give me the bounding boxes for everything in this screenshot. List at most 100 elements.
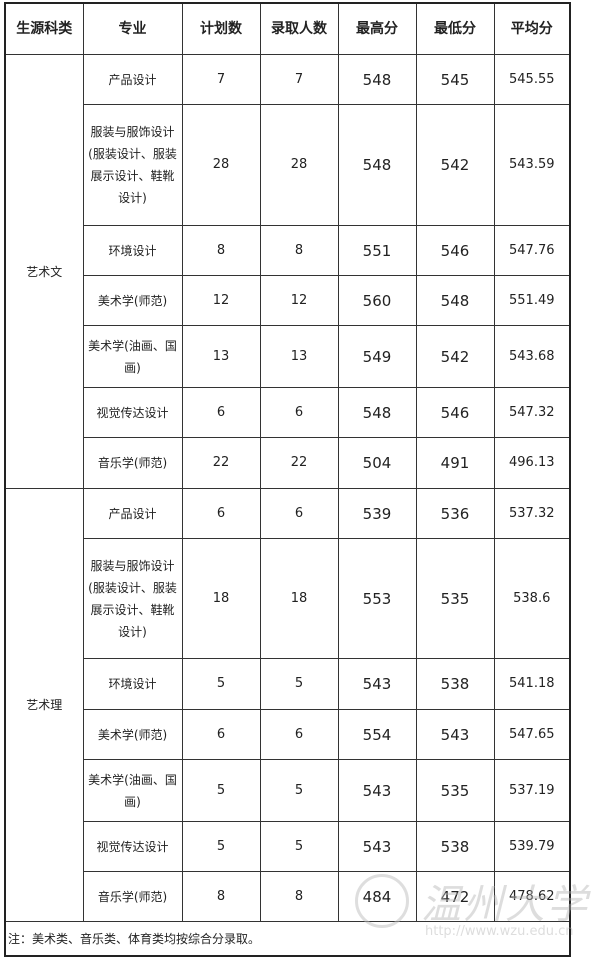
max-score-cell: 543: [337, 658, 417, 710]
min-score-cell: 472: [415, 871, 495, 922]
max-score-cell: 504: [337, 437, 417, 489]
footnote: 注：美术类、音乐类、体育类均按综合分录取。: [4, 921, 571, 957]
admission-table-container: 生源科类 专业 计划数 录取人数 最高分 最低分 平均分 艺术文 产品设计 7 7 548 545 54…: [4, 2, 571, 957]
plan-count-cell: 6: [181, 488, 261, 539]
max-score-cell: 553: [337, 538, 417, 659]
min-score-cell: 542: [415, 325, 495, 388]
min-score-cell: 548: [415, 275, 495, 326]
admitted-count-cell: 28: [259, 104, 339, 226]
avg-score-cell: 547.76: [493, 225, 571, 276]
max-score-cell: 549: [337, 325, 417, 388]
major-cell: 音乐学(师范): [82, 437, 183, 489]
plan-count-cell: 6: [181, 387, 261, 438]
min-score-cell: 536: [415, 488, 495, 539]
avg-score-cell: 545.55: [493, 54, 571, 105]
major-cell: 环境设计: [82, 225, 183, 276]
major-cell: 视觉传达设计: [82, 821, 183, 872]
min-score-cell: 535: [415, 759, 495, 822]
admitted-count-cell: 5: [259, 759, 339, 822]
max-score-cell: 543: [337, 759, 417, 822]
admitted-count-cell: 6: [259, 709, 339, 760]
major-cell: 产品设计: [82, 54, 183, 105]
major-cell: 美术学(油画、国画): [82, 759, 183, 822]
major-cell: 环境设计: [82, 658, 183, 710]
admitted-count-cell: 8: [259, 871, 339, 922]
plan-count-cell: 5: [181, 658, 261, 710]
major-cell: 产品设计: [82, 488, 183, 539]
admitted-count-cell: 7: [259, 54, 339, 105]
avg-score-cell: 537.32: [493, 488, 571, 539]
table-row: 艺术文 产品设计 7 7 548 545 545.55: [4, 54, 571, 489]
avg-score-cell: 496.13: [493, 437, 571, 489]
avg-score-cell: 547.65: [493, 709, 571, 760]
column-header: 录取人数: [259, 2, 339, 55]
plan-count-cell: 12: [181, 275, 261, 326]
category-cell: 艺术理: [4, 488, 84, 922]
plan-count-cell: 8: [181, 871, 261, 922]
avg-score-cell: 541.18: [493, 658, 571, 710]
avg-score-cell: 538.6: [493, 538, 571, 659]
plan-count-cell: 13: [181, 325, 261, 388]
major-cell: 美术学(师范): [82, 709, 183, 760]
plan-count-cell: 8: [181, 225, 261, 276]
column-header: 平均分: [493, 2, 571, 55]
admitted-count-cell: 18: [259, 538, 339, 659]
table-row: 美术学(师范) 6 6 554 543 547.65: [5, 709, 571, 760]
plan-count-cell: 22: [181, 437, 261, 489]
min-score-cell: 546: [415, 225, 495, 276]
header-row: 生源科类 专业 计划数 录取人数 最高分 最低分 平均分: [4, 2, 571, 55]
admitted-count-cell: 5: [259, 658, 339, 710]
min-score-cell: 535: [415, 538, 495, 659]
column-header: 生源科类: [4, 2, 84, 55]
admission-scores-table: 生源科类 专业 计划数 录取人数 最高分 最低分 平均分 艺术文 产品设计 7 7 548 545 54…: [4, 2, 571, 957]
table-row: 环境设计 5 5 543 538 541.18: [5, 658, 571, 710]
table-row: 视觉传达设计 6 6 548 546 547.32: [5, 387, 571, 438]
max-score-cell: 539: [337, 488, 417, 539]
min-score-cell: 543: [415, 709, 495, 760]
max-score-cell: 548: [337, 387, 417, 438]
table-row: 环境设计 8 8 551 546 547.76: [5, 225, 571, 276]
admitted-count-cell: 6: [259, 387, 339, 438]
max-score-cell: 484: [337, 871, 417, 922]
table-row: 美术学(油画、国画) 13 13 549 542 543.68: [5, 325, 571, 388]
avg-score-cell: 543.68: [493, 325, 571, 388]
category-cell: 艺术文: [4, 54, 84, 489]
avg-score-cell: 478.62: [493, 871, 571, 922]
column-header: 最低分: [415, 2, 495, 55]
avg-score-cell: 537.19: [493, 759, 571, 822]
admitted-count-cell: 8: [259, 225, 339, 276]
table-row: 美术学(师范) 12 12 560 548 551.49: [5, 275, 571, 326]
major-cell: 音乐学(师范): [82, 871, 183, 922]
avg-score-cell: 551.49: [493, 275, 571, 326]
admitted-count-cell: 5: [259, 821, 339, 872]
admitted-count-cell: 12: [259, 275, 339, 326]
major-cell: 美术学(油画、国画): [82, 325, 183, 388]
plan-count-cell: 7: [181, 54, 261, 105]
plan-count-cell: 6: [181, 709, 261, 760]
major-cell: 服装与服饰设计(服装设计、服装展示设计、鞋靴设计): [82, 104, 183, 226]
min-score-cell: 545: [415, 54, 495, 105]
plan-count-cell: 5: [181, 821, 261, 872]
major-cell: 服装与服饰设计(服装设计、服装展示设计、鞋靴设计): [82, 538, 183, 659]
avg-score-cell: 543.59: [493, 104, 571, 226]
plan-count-cell: 18: [181, 538, 261, 659]
plan-count-cell: 28: [181, 104, 261, 226]
admitted-count-cell: 22: [259, 437, 339, 489]
max-score-cell: 554: [337, 709, 417, 760]
admitted-count-cell: 6: [259, 488, 339, 539]
major-cell: 视觉传达设计: [82, 387, 183, 438]
column-header: 最高分: [337, 2, 417, 55]
major-cell: 美术学(师范): [82, 275, 183, 326]
admitted-count-cell: 13: [259, 325, 339, 388]
table-row: 音乐学(师范) 8 8 484 472 478.62: [5, 871, 571, 922]
table-row: 服装与服饰设计(服装设计、服装展示设计、鞋靴设计) 18 18 553 535 538.6: [5, 538, 571, 659]
table-row: 服装与服饰设计(服装设计、服装展示设计、鞋靴设计) 28 28 548 542 543.5…: [5, 104, 571, 226]
max-score-cell: 543: [337, 821, 417, 872]
max-score-cell: 551: [337, 225, 417, 276]
max-score-cell: 548: [337, 54, 417, 105]
min-score-cell: 542: [415, 104, 495, 226]
column-header: 专业: [82, 2, 183, 55]
max-score-cell: 560: [337, 275, 417, 326]
min-score-cell: 491: [415, 437, 495, 489]
min-score-cell: 538: [415, 821, 495, 872]
